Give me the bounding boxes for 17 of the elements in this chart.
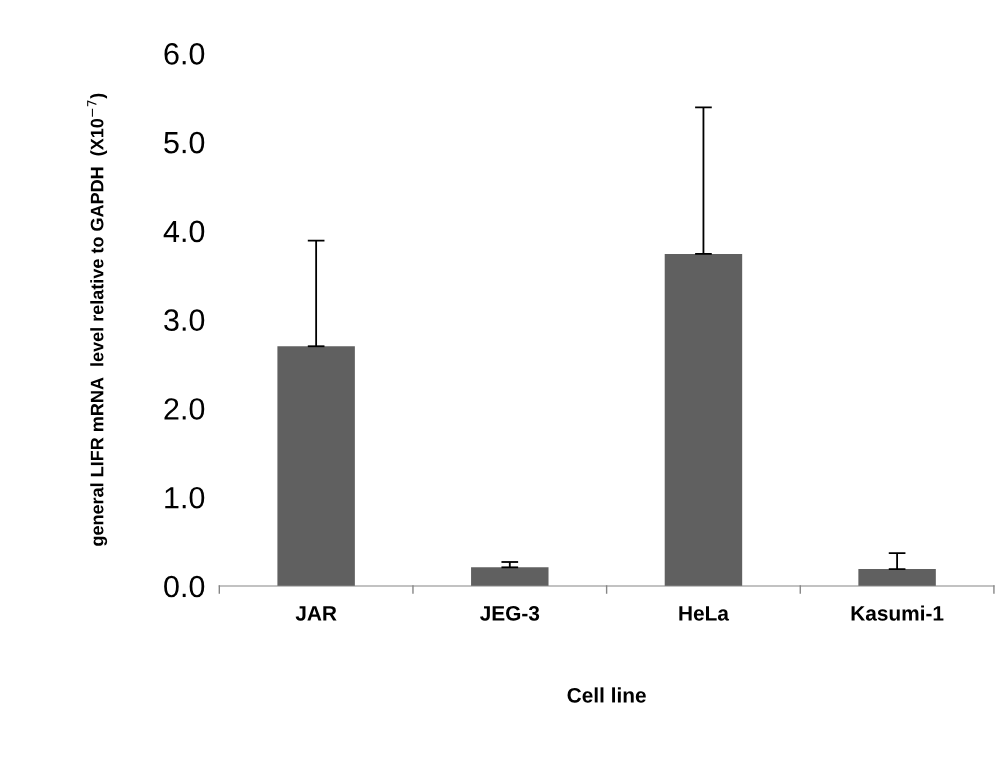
x-tick-label: JAR — [295, 606, 337, 621]
bar — [277, 346, 355, 586]
bar — [858, 569, 936, 586]
x-axis-title: Cell line — [567, 687, 646, 703]
y-tick-label: 3.0 — [164, 309, 205, 331]
y-tick-label: 6.0 — [164, 43, 205, 65]
y-axis-title: general LIFR mRNA level relative to GAPDH (X10$^{−7}$) — [87, 93, 108, 546]
y-tick-label: 4.0 — [163, 220, 205, 243]
x-tick-label: Kasumi-1 — [851, 605, 944, 621]
y-tick-label: 5.0 — [164, 131, 205, 154]
y-tick-label: 2.0 — [164, 398, 205, 420]
bar — [664, 253, 743, 586]
x-tick-label: JEG-3 — [480, 605, 540, 621]
x-tick-label: HeLa — [679, 606, 730, 621]
bar — [471, 567, 549, 586]
y-tick-label: 1.0 — [165, 486, 205, 509]
y-tick-label: 0.0 — [164, 575, 205, 598]
